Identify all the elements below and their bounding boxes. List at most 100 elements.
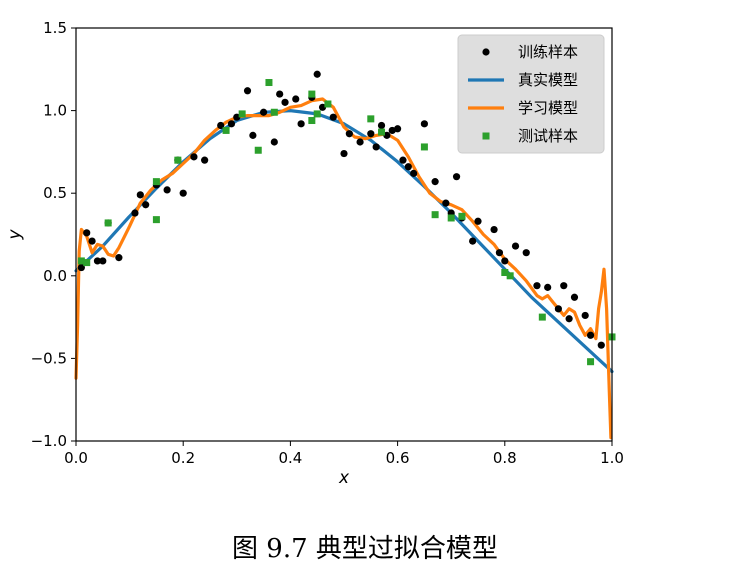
train-sample-point: [586, 331, 595, 339]
test-sample-point: [83, 259, 91, 267]
train-sample-point: [452, 173, 461, 181]
legend-label: 真实模型: [518, 71, 578, 89]
test-sample-point: [447, 214, 455, 222]
train-sample-point: [77, 263, 85, 272]
train-sample-point: [136, 191, 144, 199]
train-sample-point: [281, 98, 289, 106]
test-sample-point: [420, 143, 428, 151]
train-sample-point: [356, 138, 364, 146]
train-sample-point: [511, 242, 520, 250]
legend-swatch: [482, 48, 490, 56]
train-sample-point: [83, 229, 91, 237]
test-sample-point: [308, 90, 316, 98]
x-tick-label: 0.0: [64, 449, 88, 467]
train-sample-point: [399, 156, 407, 164]
train-sample-point: [570, 293, 579, 301]
train-sample-point: [469, 237, 477, 245]
test-sample-point: [458, 212, 466, 220]
train-sample-point: [404, 163, 412, 171]
train-sample-point: [115, 254, 123, 262]
train-sample-point: [179, 189, 187, 197]
test-sample-point: [367, 115, 375, 123]
legend-label: 学习模型: [518, 99, 578, 117]
train-sample-point: [367, 130, 375, 138]
plot-frame: [75, 27, 613, 442]
test-sample-point: [587, 358, 595, 366]
test-sample-point: [501, 268, 509, 276]
x-axis-label: x: [338, 468, 350, 488]
train-sample-point: [394, 125, 402, 133]
x-tick-label: 0.2: [171, 449, 195, 467]
learned-model-line: [74, 97, 613, 440]
test-sample-point: [152, 178, 160, 186]
y-tick-label: 0.0: [43, 267, 67, 285]
y-tick-label: 1.0: [43, 102, 67, 120]
test-sample-point: [265, 79, 273, 87]
x-tick-label: 1.0: [600, 449, 624, 467]
train-sample-point: [522, 249, 530, 257]
legend-label: 测试样本: [518, 127, 578, 145]
train-sample-point: [490, 225, 498, 234]
test-sample-point: [270, 108, 278, 116]
train-sample-point: [554, 305, 563, 313]
x-tick-label: 0.4: [278, 449, 302, 467]
train-sample-point: [318, 103, 327, 111]
test-sample-point: [77, 257, 85, 265]
train-sample-point: [313, 70, 321, 78]
chart: 0.0 0.2 0.4 0.6 0.8 1.0 −1.0 −0.5 0.0 0.5 1.0 1.5 x…: [5, 19, 624, 488]
train-sample-point: [597, 341, 605, 349]
train-sample-point: [442, 199, 450, 207]
train-sample-point: [131, 209, 139, 217]
figure-caption: 图 9.7 典型过拟合模型: [232, 534, 498, 564]
train-sample-point: [99, 257, 107, 265]
y-axis-label: y: [5, 229, 25, 241]
train-sample-point: [474, 217, 482, 225]
train-sample-point: [544, 283, 552, 291]
test-sample-point: [222, 126, 230, 134]
test-sample-point: [238, 110, 246, 118]
x-tick-label: 0.8: [493, 449, 517, 467]
train-sample-point: [383, 131, 391, 139]
train-sample-point: [495, 249, 504, 257]
legend-label: 训练样本: [518, 43, 578, 61]
train-sample-point: [431, 178, 439, 186]
train-sample-point: [227, 120, 236, 128]
test-sample-point: [431, 211, 439, 219]
test-sample-point: [313, 110, 321, 118]
axis-ticks: 0.0 0.2 0.4 0.6 0.8 1.0 −1.0 −0.5 0.0 0.5 1.0 1.5: [31, 19, 624, 467]
y-tick-label: 0.5: [43, 184, 67, 202]
test-sample-point: [506, 272, 514, 280]
y-tick-label: 1.5: [43, 19, 67, 37]
train-sample-point: [420, 120, 428, 128]
train-sample-point: [345, 130, 353, 138]
test-sample-point: [174, 156, 182, 164]
train-sample-point: [560, 282, 568, 290]
train-sample-point: [201, 156, 209, 164]
train-sample-point: [88, 237, 96, 245]
train-sample-point: [501, 257, 509, 265]
series-layer: [74, 70, 616, 440]
train-sample-point: [372, 143, 380, 151]
train-sample-point: [163, 186, 171, 194]
train-sample-point: [581, 311, 589, 320]
train-sample-point: [260, 108, 268, 116]
train-sample-point: [93, 257, 102, 265]
train-sample-point: [190, 153, 198, 161]
train-sample-point: [276, 90, 284, 98]
train-sample-point: [377, 121, 386, 130]
legend-swatch: [482, 132, 490, 140]
train-sample-point: [270, 138, 278, 146]
test-sample-point: [152, 216, 160, 224]
train-sample-point: [340, 149, 348, 158]
x-tick-label: 0.6: [386, 449, 410, 467]
train-sample-point: [329, 113, 337, 121]
train-sample-point: [565, 315, 573, 323]
train-sample-point: [217, 121, 225, 130]
test-sample-point: [378, 128, 386, 136]
test-sample-point: [254, 146, 262, 154]
train-sample-point: [533, 282, 541, 290]
y-tick-label: −1.0: [31, 432, 67, 450]
train-sample-point: [249, 131, 257, 139]
test-sample-point: [324, 100, 332, 108]
